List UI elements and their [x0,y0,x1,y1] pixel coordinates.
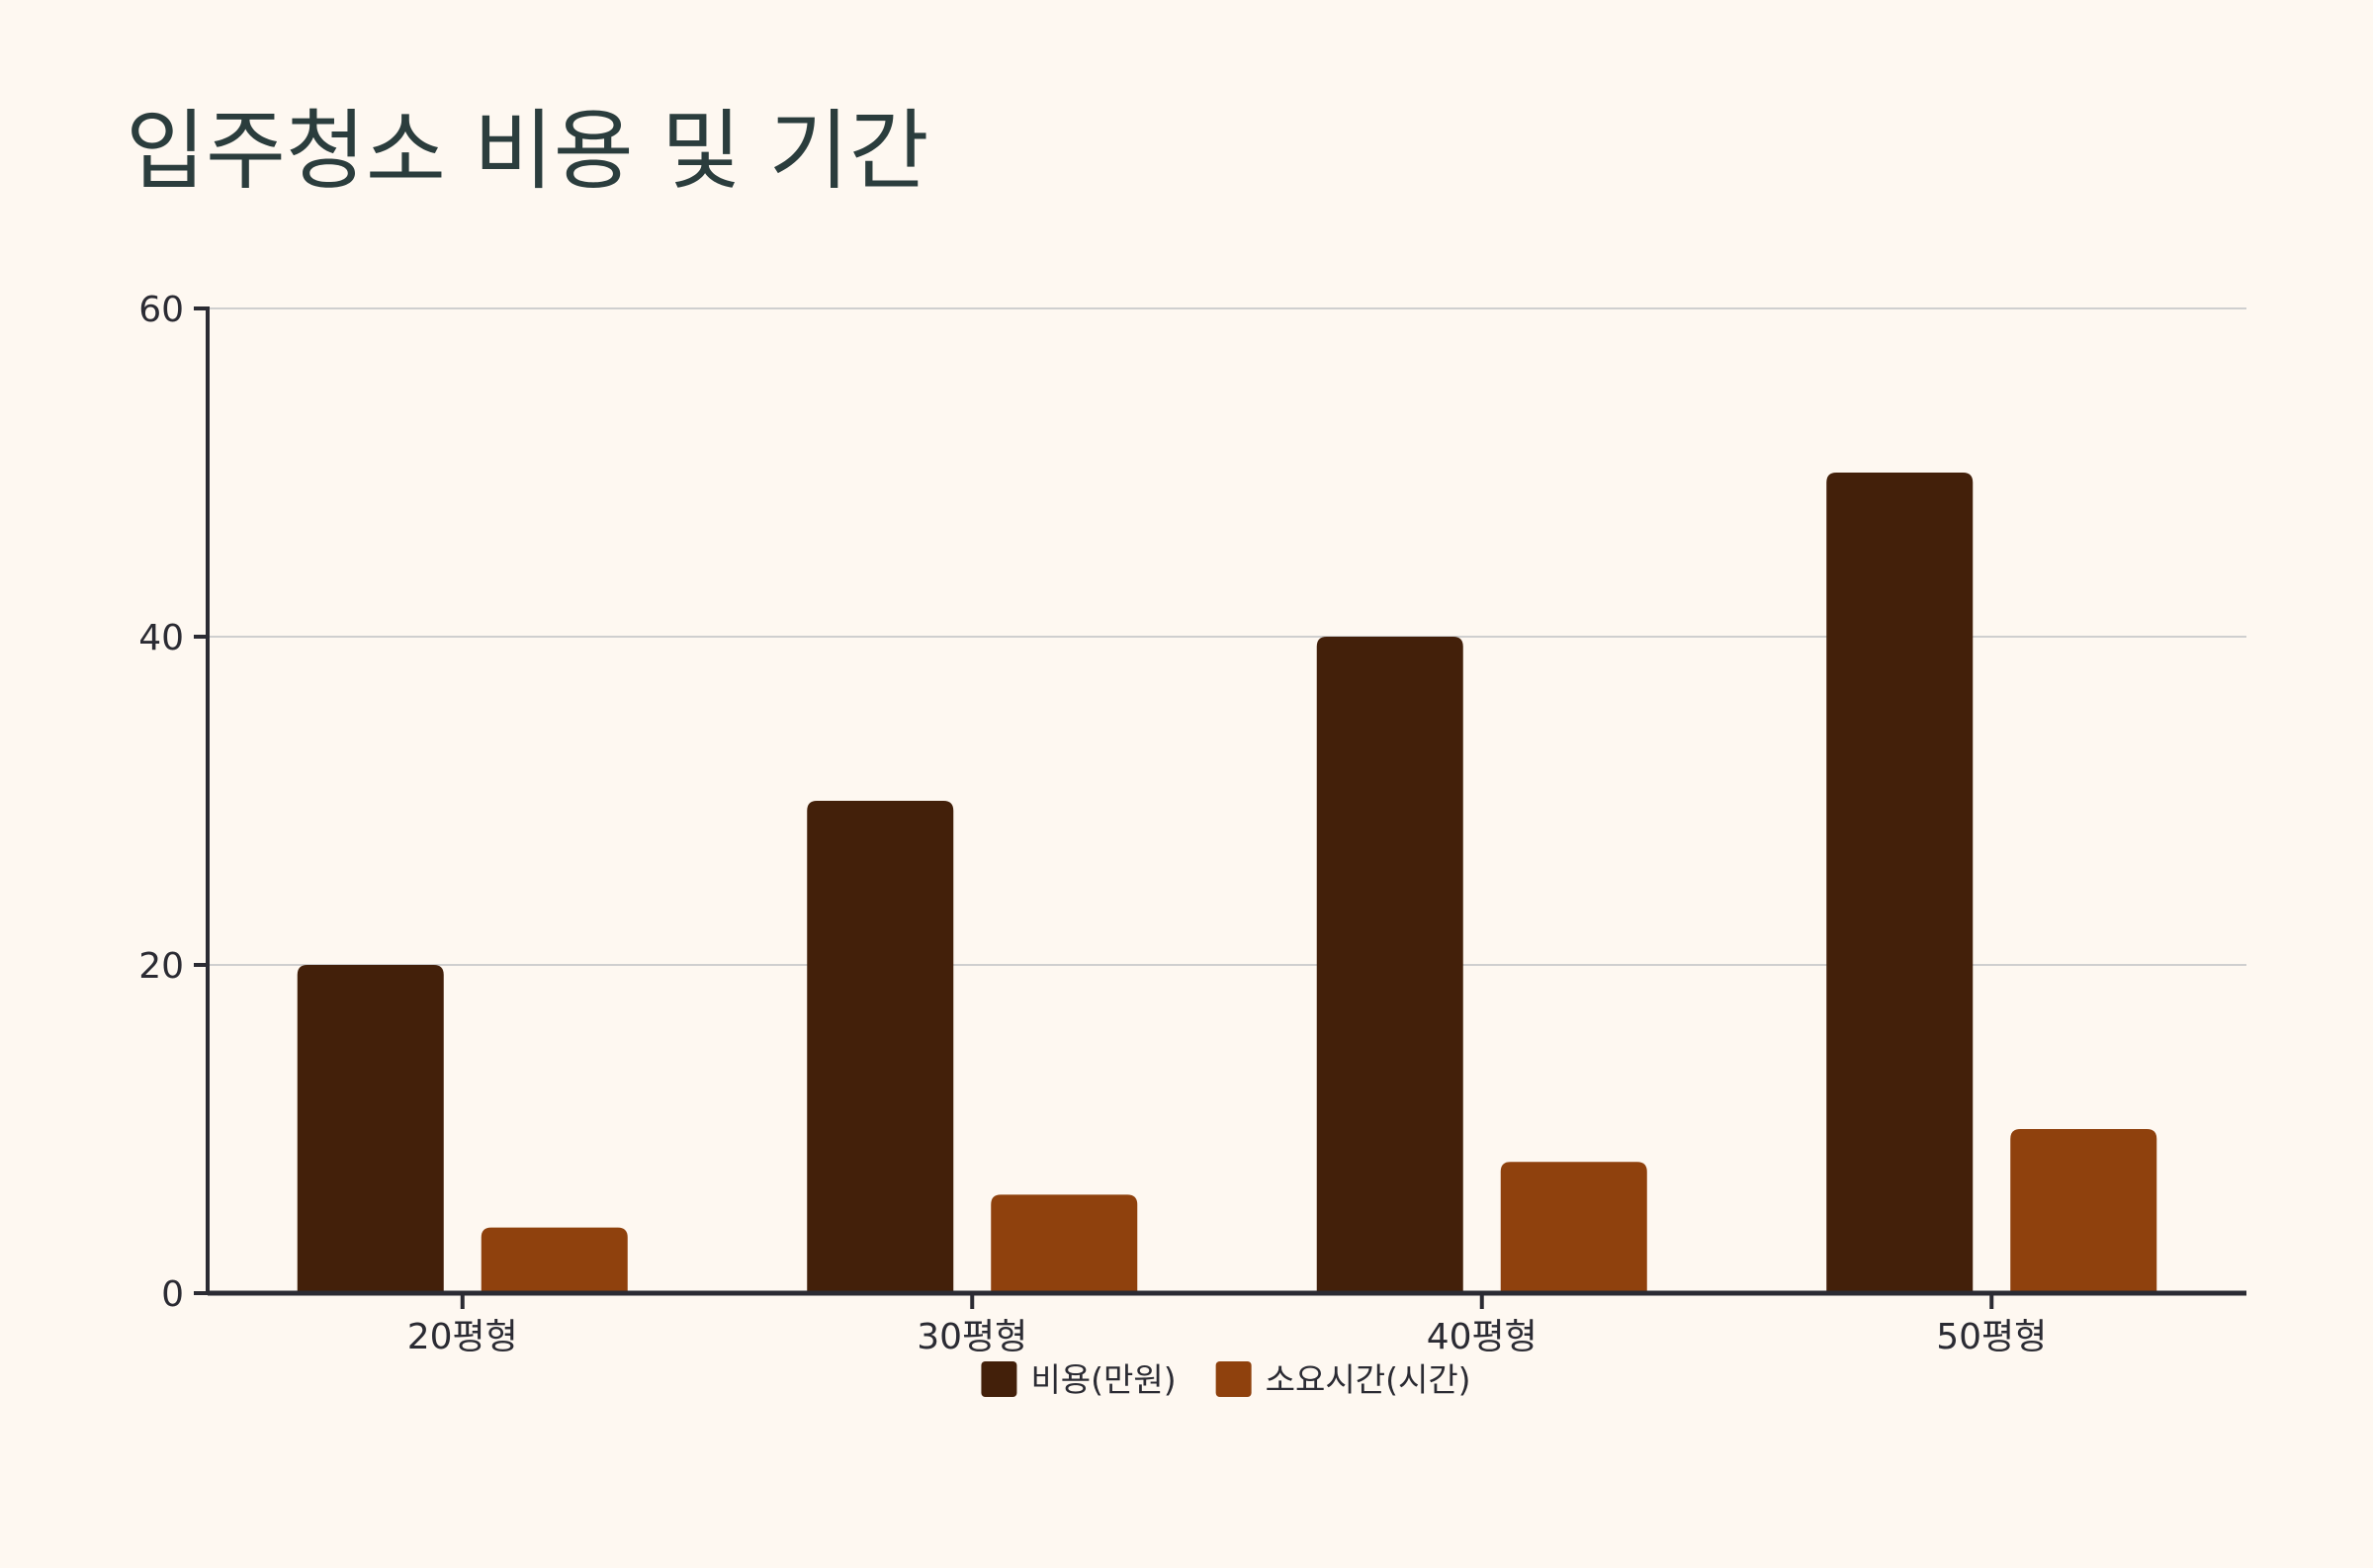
x-tick-label: 40평형 [1427,1317,1538,1357]
legend-swatch [1215,1361,1252,1397]
y-tick-label: 0 [161,1274,184,1315]
x-tick-label: 50평형 [1936,1317,2047,1357]
x-tick-label: 30평형 [917,1317,1027,1357]
bar [1826,473,1974,1293]
legend-item: 비용(만원) [981,1360,1177,1399]
legend: 비용(만원) 소요시간(시간) [981,1360,1471,1399]
bar [297,965,444,1293]
y-tick-label: 20 [138,946,184,987]
legend-swatch [981,1361,1017,1397]
y-tick-label: 60 [138,290,184,330]
legend-label: 비용(만원) [1030,1360,1176,1399]
bar [807,801,954,1293]
bar [481,1227,628,1293]
y-tick-label: 40 [138,618,184,658]
x-axis-ticks: 20평형 30평형 40평형 50평형 [407,1293,2047,1357]
chart-title: 입주청소 비용 및 기간 [126,100,929,202]
axes [206,306,2246,1296]
legend-item: 소요시간(시간) [1215,1360,1471,1399]
legend-label: 소요시간(시간) [1266,1360,1471,1399]
bars [297,473,2157,1293]
bar [1500,1162,1647,1293]
bar [2010,1129,2157,1293]
x-tick-label: 20평형 [407,1317,518,1357]
bar [991,1194,1138,1293]
bar [1316,637,1463,1293]
y-axis-ticks: 0 20 40 60 [138,290,208,1315]
